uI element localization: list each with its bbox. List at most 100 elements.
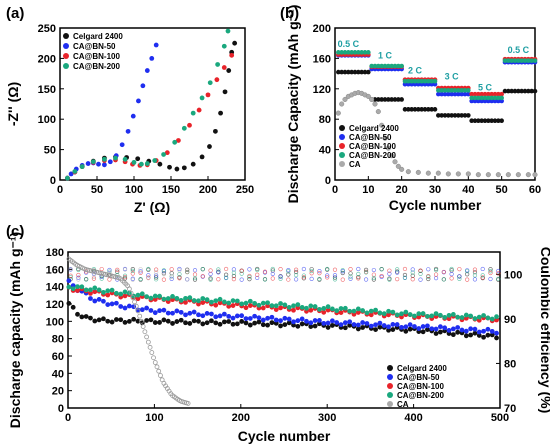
data-point <box>516 88 521 94</box>
data-point <box>152 158 158 163</box>
efficiency-point <box>161 272 167 277</box>
efficiency-point <box>192 268 198 273</box>
efficiency-point <box>200 274 205 279</box>
efficiency-point <box>332 267 338 272</box>
capacity-point <box>139 318 144 324</box>
efficiency-point <box>278 267 283 272</box>
efficiency-point <box>130 267 135 272</box>
capacity-point <box>158 373 163 378</box>
data-point <box>532 172 538 178</box>
capacity-point <box>209 318 214 324</box>
capacity-point <box>88 315 93 321</box>
capacity-point <box>481 334 486 340</box>
data-point <box>409 78 414 84</box>
efficiency-point <box>130 271 135 276</box>
data-point <box>439 113 444 118</box>
panel-b-xlabel: Cycle number <box>389 197 482 213</box>
capacity-point <box>304 318 309 324</box>
capacity-point <box>79 314 85 320</box>
efficiency-point <box>247 277 252 282</box>
data-point <box>379 97 384 102</box>
data-point <box>502 58 508 63</box>
capacity-point <box>368 308 374 314</box>
data-point <box>439 91 444 97</box>
efficiency-point <box>410 277 415 282</box>
capacity-point <box>472 330 478 336</box>
efficiency-point <box>293 273 299 278</box>
data-point <box>96 161 101 167</box>
capacity-point <box>157 320 162 325</box>
capacity-point <box>446 312 452 318</box>
capacity-point <box>148 295 154 301</box>
capacity-point <box>355 306 361 312</box>
capacity-point <box>390 309 396 315</box>
data-point <box>496 118 501 124</box>
y-tick-label: 0 <box>50 175 56 187</box>
capacity-point <box>485 315 491 321</box>
data-point <box>425 170 431 176</box>
capacity-point <box>386 308 391 314</box>
efficiency-point <box>154 277 159 282</box>
capacity-point <box>92 285 98 291</box>
data-point <box>372 101 378 107</box>
efficiency-point <box>255 275 260 281</box>
panel-c-y2label: Coulombic efficiency (%) <box>538 247 550 413</box>
capacity-point <box>109 301 115 307</box>
panel-a: (a) 0 50 100 150 200 250 0 50 100 150 200 250 Celga… <box>5 5 254 215</box>
capacity-point <box>243 305 249 311</box>
capacity-point <box>446 327 452 333</box>
panel-c-legend-marker <box>387 374 393 380</box>
capacity-point <box>200 321 206 327</box>
capacity-point <box>135 308 141 314</box>
efficiency-point <box>371 277 376 282</box>
data-point <box>462 88 468 93</box>
efficiency-point <box>122 275 128 280</box>
capacity-point <box>196 298 201 304</box>
efficiency-point <box>270 276 275 281</box>
capacity-point <box>75 311 80 317</box>
capacity-point <box>137 313 143 319</box>
efficiency-point <box>286 277 291 282</box>
data-point <box>415 169 421 175</box>
efficiency-point <box>177 266 182 272</box>
capacity-point <box>425 323 430 329</box>
y-tick-label: 80 <box>319 114 331 126</box>
efficiency-point <box>340 277 345 282</box>
capacity-point <box>360 325 366 330</box>
efficiency-point <box>239 271 244 276</box>
capacity-point <box>463 312 469 318</box>
capacity-point <box>157 308 162 314</box>
efficiency-point <box>402 266 408 272</box>
panel-a-ylabel: -Z'' (Ω) <box>5 82 21 126</box>
capacity-point <box>321 306 327 311</box>
capacity-point <box>299 304 305 310</box>
capacity-point <box>260 317 266 323</box>
capacity-point <box>75 284 80 290</box>
capacity-point <box>191 298 197 303</box>
efficiency-point <box>449 266 454 272</box>
capacity-point <box>468 313 474 319</box>
data-point <box>382 97 388 102</box>
efficiency-point <box>138 267 143 272</box>
capacity-point <box>394 322 400 327</box>
data-point <box>144 68 150 73</box>
capacity-point <box>105 318 111 324</box>
capacity-point <box>147 344 153 350</box>
capacity-point <box>291 307 296 313</box>
y-tick-label: 0 <box>58 403 64 415</box>
data-point <box>389 63 394 69</box>
capacity-point <box>256 319 262 325</box>
capacity-point <box>450 332 456 338</box>
capacity-point <box>317 306 322 312</box>
data-point <box>412 78 418 84</box>
data-point <box>465 171 471 177</box>
capacity-point <box>118 317 124 323</box>
capacity-point <box>152 293 158 299</box>
panel-a-legend-label: CA@BN-200 <box>73 62 120 71</box>
capacity-point <box>429 326 435 332</box>
data-point <box>522 58 528 63</box>
efficiency-point <box>488 270 493 276</box>
data-point <box>489 118 494 124</box>
capacity-point <box>96 296 102 302</box>
efficiency-point <box>433 272 439 277</box>
